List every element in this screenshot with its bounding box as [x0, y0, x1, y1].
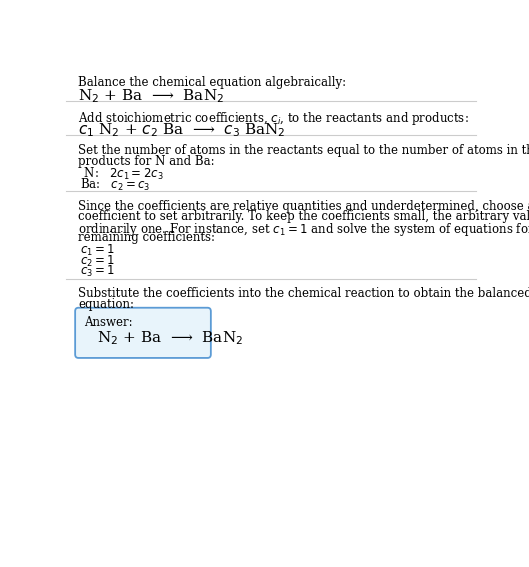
- Text: Add stoichiometric coefficients, $c_i$, to the reactants and products:: Add stoichiometric coefficients, $c_i$, …: [78, 110, 469, 127]
- Text: N:   $2 c_1 = 2 c_3$: N: $2 c_1 = 2 c_3$: [80, 166, 164, 182]
- Text: equation:: equation:: [78, 298, 134, 311]
- Text: Balance the chemical equation algebraically:: Balance the chemical equation algebraica…: [78, 76, 346, 89]
- Text: remaining coefficients:: remaining coefficients:: [78, 231, 215, 244]
- Text: coefficient to set arbitrarily. To keep the coefficients small, the arbitrary va: coefficient to set arbitrarily. To keep …: [78, 210, 529, 223]
- Text: $c_3 = 1$: $c_3 = 1$: [80, 264, 115, 280]
- Text: N$_2$ + Ba  ⟶  BaN$_2$: N$_2$ + Ba ⟶ BaN$_2$: [97, 329, 243, 347]
- Text: Since the coefficients are relative quantities and underdetermined, choose a: Since the coefficients are relative quan…: [78, 200, 529, 213]
- Text: $c_1 = 1$: $c_1 = 1$: [80, 243, 115, 258]
- Text: ordinarily one. For instance, set $c_1 = 1$ and solve the system of equations fo: ordinarily one. For instance, set $c_1 =…: [78, 221, 529, 238]
- Text: $c_2 = 1$: $c_2 = 1$: [80, 253, 115, 269]
- Text: products for N and Ba:: products for N and Ba:: [78, 155, 215, 168]
- Text: Answer:: Answer:: [84, 316, 132, 329]
- Text: N$_2$ + Ba  ⟶  BaN$_2$: N$_2$ + Ba ⟶ BaN$_2$: [78, 87, 225, 105]
- Text: Ba:   $c_2 = c_3$: Ba: $c_2 = c_3$: [80, 177, 151, 193]
- Text: Set the number of atoms in the reactants equal to the number of atoms in the: Set the number of atoms in the reactants…: [78, 144, 529, 157]
- Text: $c_1$ N$_2$ + $c_2$ Ba  ⟶  $c_3$ BaN$_2$: $c_1$ N$_2$ + $c_2$ Ba ⟶ $c_3$ BaN$_2$: [78, 121, 286, 139]
- Text: Substitute the coefficients into the chemical reaction to obtain the balanced: Substitute the coefficients into the che…: [78, 287, 529, 300]
- FancyBboxPatch shape: [75, 308, 211, 358]
